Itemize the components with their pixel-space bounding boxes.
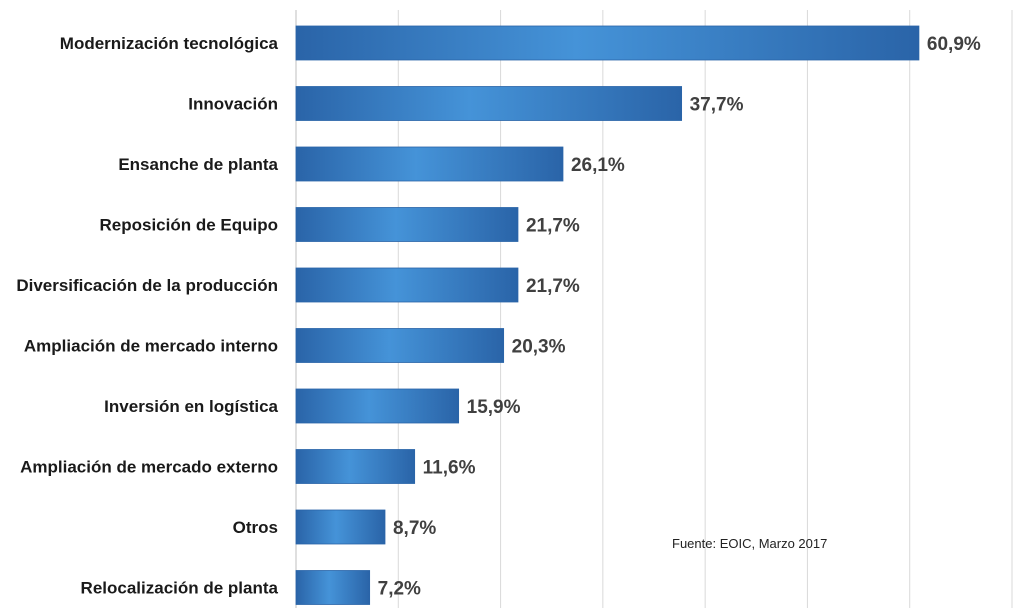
- value-label: 37,7%: [690, 95, 744, 116]
- bar: [295, 570, 371, 605]
- value-label: 21,7%: [526, 216, 580, 237]
- value-label: 20,3%: [512, 337, 566, 358]
- category-label: Modernización tecnológica: [60, 34, 279, 53]
- category-label: Ensanche de planta: [118, 155, 278, 174]
- value-label: 26,1%: [571, 155, 625, 176]
- value-label: 7,2%: [378, 579, 421, 600]
- bar: [295, 146, 564, 182]
- bars: [295, 25, 920, 605]
- category-label: Reposición de Equipo: [99, 216, 278, 235]
- value-label: 15,9%: [467, 397, 521, 418]
- bar: [295, 86, 683, 121]
- category-label: Relocalización de planta: [81, 579, 279, 598]
- category-label: Ampliación de mercado interno: [24, 337, 278, 356]
- category-label: Diversificación de la producción: [16, 276, 278, 295]
- category-label: Innovación: [188, 95, 278, 114]
- bar: [295, 449, 416, 484]
- category-label: Otros: [233, 518, 278, 537]
- bar: [295, 388, 460, 424]
- value-label: 60,9%: [927, 34, 981, 55]
- value-labels: 60,9% 37,7% 26,1% 21,7% 21,7% 20,3% 15,9% 11,6%…: [378, 34, 981, 600]
- bar: [295, 207, 519, 242]
- bar: [295, 328, 505, 363]
- bar: [295, 25, 920, 61]
- value-label: 8,7%: [393, 518, 436, 539]
- category-label: Inversión en logística: [104, 397, 278, 416]
- category-label: Ampliación de mercado externo: [20, 458, 278, 477]
- category-labels: Modernización tecnológica Innovación Ensan…: [16, 34, 278, 598]
- source-note: Fuente: EOIC, Marzo 2017: [672, 536, 828, 551]
- bar: [295, 509, 386, 545]
- value-label: 11,6%: [423, 458, 476, 479]
- bar: [295, 267, 519, 303]
- value-label: 21,7%: [526, 276, 580, 297]
